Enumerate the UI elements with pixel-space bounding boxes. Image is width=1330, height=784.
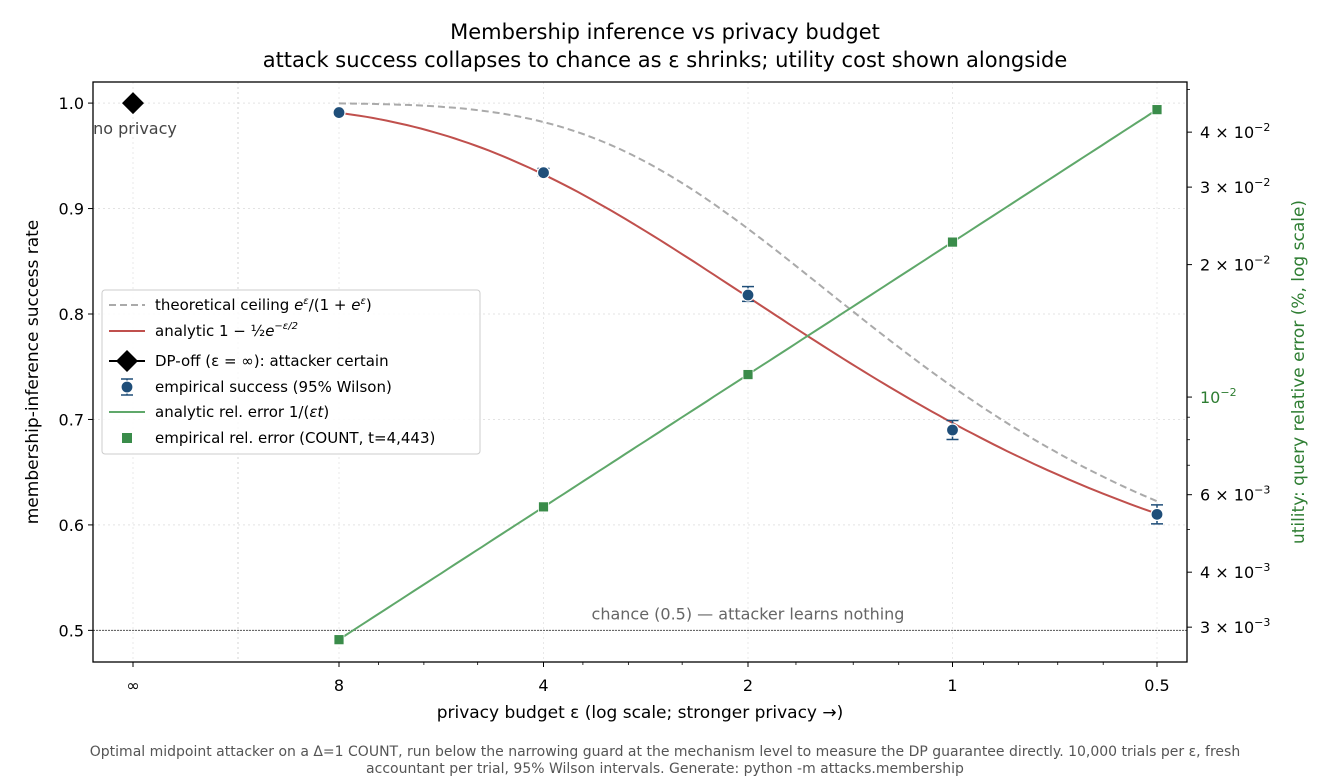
dp-off-point <box>122 92 144 115</box>
figure-caption: Optimal midpoint attacker on a Δ=1 COUNT… <box>0 744 1330 778</box>
y2-tick-label: 4 × 10−2 <box>1200 121 1270 142</box>
x-tick-label: 4 <box>538 676 548 695</box>
y2-tick-label: 3 × 10−3 <box>1200 616 1270 637</box>
y2-tick-label: 2 × 10−2 <box>1200 254 1270 275</box>
y-tick-label: 1.0 <box>59 94 84 113</box>
chart-title: Membership inference vs privacy budget <box>450 20 880 44</box>
y2-tick-label: 6 × 10−3 <box>1200 484 1270 505</box>
legend-label-ceiling: theoretical ceiling eε/(1 + eε) <box>155 296 372 314</box>
x-tick-label: ∞ <box>126 676 139 695</box>
x-tick-label: 8 <box>334 676 344 695</box>
success-point <box>536 166 551 180</box>
y-tick-label: 0.6 <box>59 516 84 535</box>
y-tick-label: 0.7 <box>59 410 84 429</box>
legend-label-empirical-error: empirical rel. error (COUNT, t=4,443) <box>155 429 435 447</box>
y-tick-label: 0.5 <box>59 621 84 640</box>
rel-error-point <box>1151 104 1163 116</box>
legend-swatch-empirical-error <box>122 433 132 443</box>
membership-inference-chart: chance (0.5) — attacker learns nothing no… <box>23 81 1309 723</box>
legend-label-analytic-error: analytic rel. error 1/(εt) <box>155 403 329 421</box>
x-tick-label: 0.5 <box>1144 676 1169 695</box>
rel-error-point <box>742 369 754 380</box>
legend-swatch-dp-off <box>116 350 138 372</box>
legend-label-analytic: analytic 1 − ½e−ε/2 <box>155 321 298 340</box>
x-tick-label: 2 <box>743 676 753 695</box>
x-tick-label: 1 <box>947 676 957 695</box>
x-axis-label: privacy budget ε (log scale; stronger pr… <box>437 703 844 723</box>
legend-swatch-success <box>120 380 134 394</box>
legend-box <box>101 289 481 455</box>
caption-line-2: accountant per trial, 95% Wilson interva… <box>366 761 964 777</box>
y2-tick-label: 10−2 <box>1200 386 1237 407</box>
y-axis-label: membership-inference success rate <box>23 220 43 525</box>
rel-error-point <box>333 634 345 646</box>
success-point <box>1150 507 1164 521</box>
y2-axis-label: utility: query relative error (%, log sc… <box>1289 200 1309 544</box>
y-tick-label: 0.8 <box>59 305 84 324</box>
y2-tick-label: 4 × 10−3 <box>1200 561 1270 582</box>
caption-line-1: Optimal midpoint attacker on a Δ=1 COUNT… <box>89 744 1241 760</box>
chart-subtitle: attack success collapses to chance as ε … <box>262 48 1068 72</box>
legend: theoretical ceiling eε/(1 + eε) analytic … <box>101 289 481 455</box>
chance-label: chance (0.5) — attacker learns nothing <box>592 604 905 623</box>
rel-error-point <box>947 236 958 248</box>
legend-label-success: empirical success (95% Wilson) <box>155 378 392 396</box>
rel-error-point <box>538 501 549 513</box>
success-point <box>332 105 346 120</box>
success-point <box>945 423 960 437</box>
dp-off-annotation: no privacy <box>93 119 177 138</box>
y2-tick-label: 3 × 10−2 <box>1200 176 1270 197</box>
y-tick-label: 0.9 <box>59 200 84 219</box>
success-point <box>741 288 755 302</box>
legend-label-dp-off: DP-off (ε = ∞): attacker certain <box>155 352 389 370</box>
theoretical-ceiling-curve <box>338 102 1158 503</box>
plot-frame <box>92 81 1188 663</box>
